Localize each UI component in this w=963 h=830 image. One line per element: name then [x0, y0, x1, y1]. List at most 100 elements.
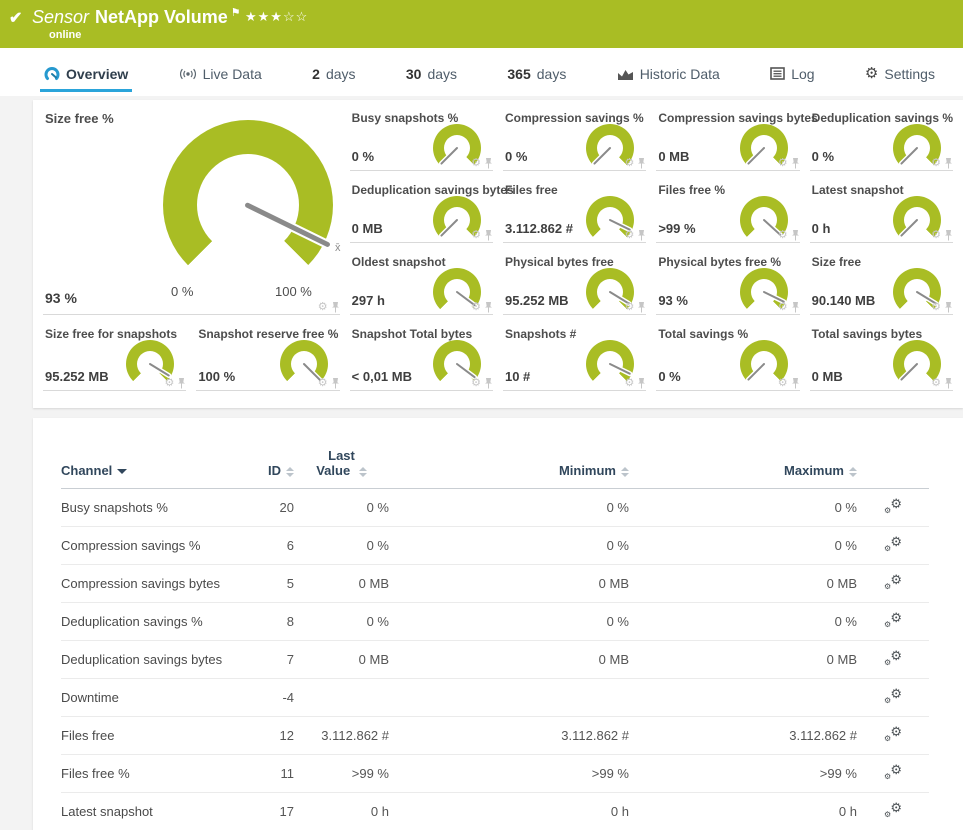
- tab-historic-data[interactable]: Historic Data: [613, 58, 724, 92]
- channel-settings-icon[interactable]: ⚙ ⚙: [884, 496, 902, 515]
- gauge-title: Latest snapshot: [811, 183, 904, 197]
- pin-icon[interactable]: [944, 301, 953, 313]
- tab-log[interactable]: Log: [766, 58, 818, 92]
- pin-icon[interactable]: [791, 301, 800, 313]
- mini-gauge: [892, 268, 941, 316]
- gear-icon[interactable]: ⚙: [317, 376, 328, 389]
- gauge-tile: Total savings % 0 % ⚙: [656, 322, 800, 391]
- minimum-value: 0 %: [389, 488, 629, 527]
- maximum-value: 3.112.862 #: [629, 716, 857, 755]
- last-value: 0 MB: [294, 640, 389, 679]
- gauge-value: 0 %: [658, 369, 681, 384]
- gauge-value: 10 #: [504, 369, 531, 384]
- gauge-tile: Physical bytes free 95.252 MB ⚙: [502, 250, 647, 316]
- status-ok-icon: ✔: [9, 10, 23, 27]
- gear-icon[interactable]: ⚙: [164, 376, 175, 389]
- gear-icon[interactable]: ⚙: [471, 228, 481, 241]
- gauge-value: 0 MB: [811, 369, 843, 384]
- gauge-value: 93 %: [658, 293, 688, 308]
- tab-number: 30: [405, 65, 422, 82]
- mini-gauge: [279, 340, 328, 388]
- pin-icon[interactable]: [791, 157, 800, 169]
- pin-icon[interactable]: [944, 377, 953, 389]
- channel-settings-icon[interactable]: ⚙ ⚙: [884, 572, 902, 591]
- pin-icon[interactable]: [484, 157, 493, 169]
- channel-id: 6: [229, 526, 294, 565]
- pin-icon[interactable]: [791, 229, 800, 241]
- gear-icon[interactable]: ⚙: [777, 376, 788, 389]
- pin-icon[interactable]: [944, 229, 953, 241]
- channel-settings-icon[interactable]: ⚙ ⚙: [884, 610, 902, 629]
- gauge-tile: Busy snapshots % 0 % ⚙: [349, 106, 493, 172]
- column-header-channel[interactable]: Channel: [61, 444, 229, 489]
- gear-icon[interactable]: ⚙: [624, 156, 635, 169]
- pin-icon[interactable]: [637, 157, 646, 169]
- gauge-tile: Latest snapshot 0 h ⚙: [809, 178, 953, 244]
- sort-desc-icon: [117, 469, 128, 475]
- main-gauge: [163, 120, 333, 290]
- gauge-value: 95.252 MB: [45, 369, 109, 384]
- channel-id: 20: [229, 488, 294, 527]
- sensor-header: ✔ Sensor NetApp Volume ⚑ ★★★☆☆ online: [0, 0, 963, 48]
- tab-overview[interactable]: Overview: [40, 58, 133, 92]
- gear-icon[interactable]: ⚙: [471, 300, 481, 313]
- maximum-value: 0 %: [629, 602, 857, 641]
- pin-icon[interactable]: [944, 157, 953, 169]
- page-content: Size free % x̄ 0 % 100 % 93 % ⚙ Busy sna…: [0, 96, 963, 830]
- pin-icon[interactable]: [791, 377, 800, 389]
- channel-settings-icon[interactable]: ⚙ ⚙: [884, 762, 902, 781]
- pin-icon[interactable]: [484, 377, 493, 389]
- pin-icon[interactable]: [637, 229, 646, 241]
- gear-icon[interactable]: ⚙: [931, 156, 941, 169]
- gear-icon[interactable]: ⚙: [931, 228, 941, 241]
- log-icon: [770, 67, 785, 80]
- pin-icon[interactable]: [637, 377, 646, 389]
- gear-icon[interactable]: ⚙: [931, 376, 941, 389]
- last-value: 0 MB: [294, 564, 389, 603]
- column-header-actions: [857, 444, 929, 489]
- channel-settings-icon[interactable]: ⚙ ⚙: [884, 724, 902, 743]
- gear-icon[interactable]: ⚙: [777, 300, 788, 313]
- channel-settings-icon[interactable]: ⚙ ⚙: [884, 800, 902, 819]
- tab-365-days[interactable]: 365 days: [503, 58, 570, 92]
- tab-30-days[interactable]: 30 days: [402, 58, 461, 92]
- tab-2-days[interactable]: 2 days: [308, 58, 359, 92]
- gear-icon[interactable]: ⚙: [777, 156, 788, 169]
- pin-icon[interactable]: [484, 301, 493, 313]
- gauge-tile: Deduplication savings bytes 0 MB ⚙: [349, 178, 514, 244]
- priority-stars[interactable]: ★★★☆☆: [245, 9, 309, 24]
- gauge-title: Busy snapshots %: [351, 111, 459, 125]
- gauge-value: 0 MB: [658, 149, 690, 164]
- gear-icon: ⚙: [864, 65, 879, 82]
- column-header-maximum[interactable]: Maximum: [629, 444, 857, 489]
- gear-icon[interactable]: ⚙: [777, 228, 788, 241]
- mini-gauge: [739, 124, 788, 172]
- pin-icon[interactable]: [177, 377, 186, 389]
- column-header-minimum[interactable]: Minimum: [389, 444, 629, 489]
- gauge-value: 93 %: [45, 290, 77, 306]
- channel-settings-icon[interactable]: ⚙ ⚙: [884, 686, 902, 705]
- minimum-value: 0 %: [389, 526, 629, 565]
- channel-name: Busy snapshots %: [61, 488, 229, 527]
- mini-gauge: [586, 124, 635, 172]
- gear-icon[interactable]: ⚙: [471, 376, 481, 389]
- tab-live-data[interactable]: Live Data: [175, 58, 266, 92]
- pin-icon[interactable]: [484, 229, 493, 241]
- gear-icon[interactable]: ⚙: [931, 300, 941, 313]
- pin-icon[interactable]: [331, 377, 340, 389]
- gear-icon[interactable]: ⚙: [624, 300, 635, 313]
- column-header-last-value[interactable]: Last Value: [294, 444, 389, 489]
- mini-gauge: [586, 340, 635, 388]
- tab-settings[interactable]: ⚙ Settings: [861, 58, 939, 92]
- channel-settings-icon[interactable]: ⚙ ⚙: [884, 648, 902, 667]
- pin-icon[interactable]: [331, 301, 340, 313]
- gauge-title: Physical bytes free: [504, 255, 614, 269]
- gear-icon[interactable]: ⚙: [317, 300, 328, 313]
- gear-icon[interactable]: ⚙: [471, 156, 481, 169]
- channel-settings-icon[interactable]: ⚙ ⚙: [884, 534, 902, 553]
- gear-icon[interactable]: ⚙: [624, 376, 635, 389]
- pin-icon[interactable]: [637, 301, 646, 313]
- gear-icon[interactable]: ⚙: [624, 228, 635, 241]
- channel-name: Compression savings %: [61, 526, 229, 565]
- column-header-id[interactable]: ID: [229, 444, 294, 489]
